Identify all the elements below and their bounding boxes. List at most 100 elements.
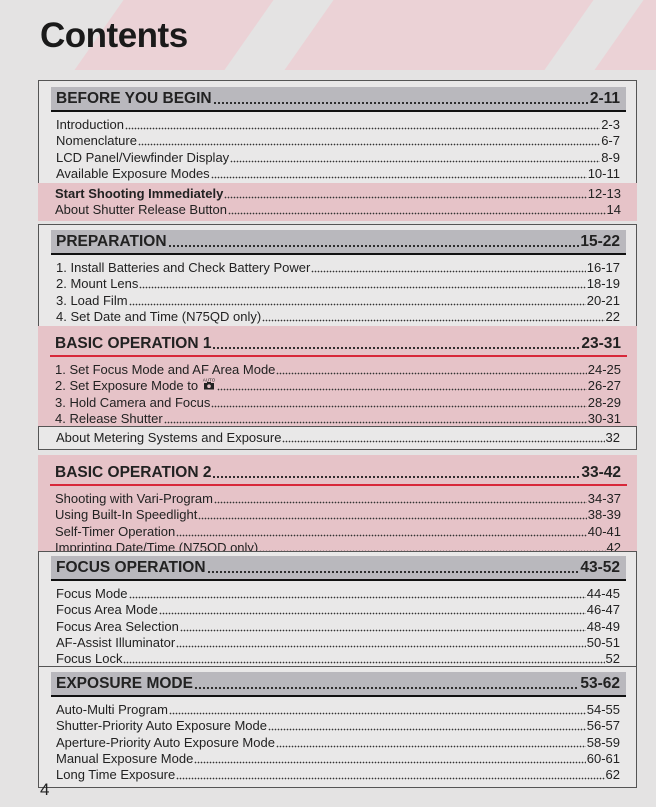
entry-title: Nomenclature [56, 133, 137, 149]
toc-entry[interactable]: 3. Load Film 20-21 [56, 292, 620, 308]
toc-entry[interactable]: LCD Panel/Viewfinder Display 8-9 [56, 149, 620, 165]
toc-entry[interactable]: Shutter-Priority Auto Exposure Mode 56-57 [56, 718, 620, 734]
toc-entry[interactable]: Aperture-Priority Auto Exposure Mode 58-5… [56, 734, 620, 750]
dot-leader [128, 589, 586, 600]
toc-entry[interactable]: Focus Mode 44-45 [56, 586, 620, 602]
entry-pages: 50-51 [586, 634, 620, 650]
entry-title: 1. Install Batteries and Check Battery P… [56, 260, 311, 276]
toc-entry[interactable]: 4. Release Shutter 30-31 [55, 411, 621, 427]
toc-entry[interactable]: AF-Assist Illuminator 50-51 [56, 635, 620, 651]
section-pages: 43-52 [580, 559, 620, 576]
toc-entry[interactable]: Focus Area Selection 48-49 [56, 618, 620, 634]
entry-pages: 34-37 [587, 491, 621, 507]
toc-entry[interactable]: Self-Timer Operation 40-41 [55, 523, 621, 539]
dot-leader [198, 510, 587, 521]
dot-leader [212, 469, 581, 479]
dot-leader [276, 365, 587, 376]
toc-entry[interactable]: Shooting with Vari-Program 34-37 [55, 491, 621, 507]
dot-leader [123, 653, 605, 664]
toc-section: BEFORE YOU BEGIN 2-11 Introduction 2-3 Nomen… [38, 80, 637, 187]
entry-title: Focus Lock [56, 650, 123, 666]
entry-title: Shooting with Vari-Program [55, 491, 213, 507]
section-header[interactable]: BASIC OPERATION 1 23-31 [50, 332, 627, 357]
dot-leader [212, 95, 589, 105]
entry-title: 3. Hold Camera and Focus [55, 394, 211, 410]
dot-leader [128, 295, 586, 306]
toc-entry[interactable]: 1. Set Focus Mode and AF Area Mode 24-25 [55, 362, 621, 378]
dot-leader [158, 605, 586, 616]
entry-title: 1. Set Focus Mode and AF Area Mode [55, 362, 276, 378]
entry-title: Focus Mode [56, 586, 128, 602]
toc-entry[interactable]: Nomenclature 6-7 [56, 133, 620, 149]
dot-leader [224, 189, 587, 200]
section-header[interactable]: BASIC OPERATION 2 33-42 [50, 461, 627, 486]
dot-leader [212, 340, 581, 350]
section-header[interactable]: EXPOSURE MODE 53-62 [51, 672, 626, 697]
toc-entry[interactable]: 2. Mount Lens 18-19 [56, 276, 620, 292]
section-header[interactable]: BEFORE YOU BEGIN 2-11 [51, 87, 626, 112]
entry-pages: 44-45 [586, 586, 620, 602]
toc-entry[interactable]: Introduction 2-3 [56, 117, 620, 133]
dot-leader [210, 168, 587, 179]
section-title: EXPOSURE MODE [56, 675, 193, 692]
dot-leader [176, 769, 605, 780]
dot-leader [194, 753, 586, 764]
toc-entry[interactable]: 4. Set Date and Time (N75QD only) 22 [56, 309, 620, 325]
entry-pages: 14 [606, 202, 621, 218]
entry-title: Manual Exposure Mode [56, 750, 194, 766]
section-title: BASIC OPERATION 2 [55, 464, 212, 481]
toc-section: BASIC OPERATION 1 23-31 1. Set Focus Mode … [38, 326, 637, 431]
entry-pages: 24-25 [587, 362, 621, 378]
page-number: 4 [40, 780, 50, 799]
toc-entry[interactable]: Focus Area Mode 46-47 [56, 602, 620, 618]
section-header[interactable]: FOCUS OPERATION 43-52 [51, 556, 626, 581]
dot-leader [124, 120, 601, 131]
section-title: FOCUS OPERATION [56, 559, 206, 576]
toc-section: FOCUS OPERATION 43-52 Focus Mode 44-45 Focus… [38, 551, 637, 672]
svg-text:AUTO: AUTO [203, 378, 216, 383]
entry-pages: 62 [605, 766, 620, 782]
entry-title: 4. Set Date and Time (N75QD only) [56, 308, 262, 324]
dot-leader [311, 263, 586, 274]
section-pages: 53-62 [580, 675, 620, 692]
toc-entry[interactable]: Using Built-In Speedlight 38-39 [55, 507, 621, 523]
toc-entry[interactable]: Manual Exposure Mode 60-61 [56, 751, 620, 767]
toc-entry[interactable]: 1. Install Batteries and Check Battery P… [56, 260, 620, 276]
entry-pages: 20-21 [586, 292, 620, 308]
toc-entry[interactable]: 2. Set Exposure Mode to AUTO 26-27 [55, 378, 621, 394]
dot-leader [168, 705, 586, 716]
entry-title: Aperture-Priority Auto Exposure Mode [56, 734, 275, 750]
dot-leader [282, 433, 605, 444]
entry-pages: 48-49 [586, 618, 620, 634]
toc-entry[interactable]: About Shutter Release Button 14 [55, 202, 621, 218]
entry-pages: 10-11 [587, 165, 620, 181]
dot-leader [230, 152, 601, 163]
section-pages: 33-42 [581, 464, 621, 481]
entry-pages: 32 [605, 430, 620, 446]
toc-entry[interactable]: About Metering Systems and Exposure 32 [56, 430, 620, 446]
entry-title: LCD Panel/Viewfinder Display [56, 149, 230, 165]
section-title: BEFORE YOU BEGIN [56, 90, 212, 107]
entry-pages: 2-3 [601, 117, 620, 133]
entry-title: Start Shooting Immediately [55, 186, 224, 202]
section-title: BASIC OPERATION 1 [55, 335, 212, 352]
toc-entry[interactable]: Available Exposure Modes 10-11 [56, 166, 620, 182]
section-header[interactable]: PREPARATION 15-22 [51, 230, 626, 255]
entry-pages: 52 [605, 650, 620, 666]
toc-section: BASIC OPERATION 2 33-42 Shooting with Vari… [38, 455, 637, 560]
toc-entry[interactable]: Auto-Multi Program 54-55 [56, 702, 620, 718]
toc-entry[interactable]: Start Shooting Immediately 12-13 [55, 186, 621, 202]
entry-pages: 60-61 [586, 750, 620, 766]
dot-leader [214, 494, 587, 505]
toc-section: EXPOSURE MODE 53-62 Auto-Multi Program 54-5… [38, 666, 637, 788]
dot-leader [206, 564, 580, 574]
toc-entry[interactable]: 3. Hold Camera and Focus 28-29 [55, 394, 621, 410]
toc-entry[interactable]: Focus Lock 52 [56, 651, 620, 667]
entry-title: 2. Set Exposure Mode to [55, 378, 199, 394]
entry-pages: 18-19 [586, 276, 620, 292]
entry-title: Shutter-Priority Auto Exposure Mode [56, 718, 267, 734]
toc-entry[interactable]: Long Time Exposure 62 [56, 767, 620, 783]
toc-section: Start Shooting Immediately 12-13 About Shu… [38, 183, 637, 222]
entry-title: AF-Assist Illuminator [56, 634, 176, 650]
entry-pages: 54-55 [586, 702, 620, 718]
